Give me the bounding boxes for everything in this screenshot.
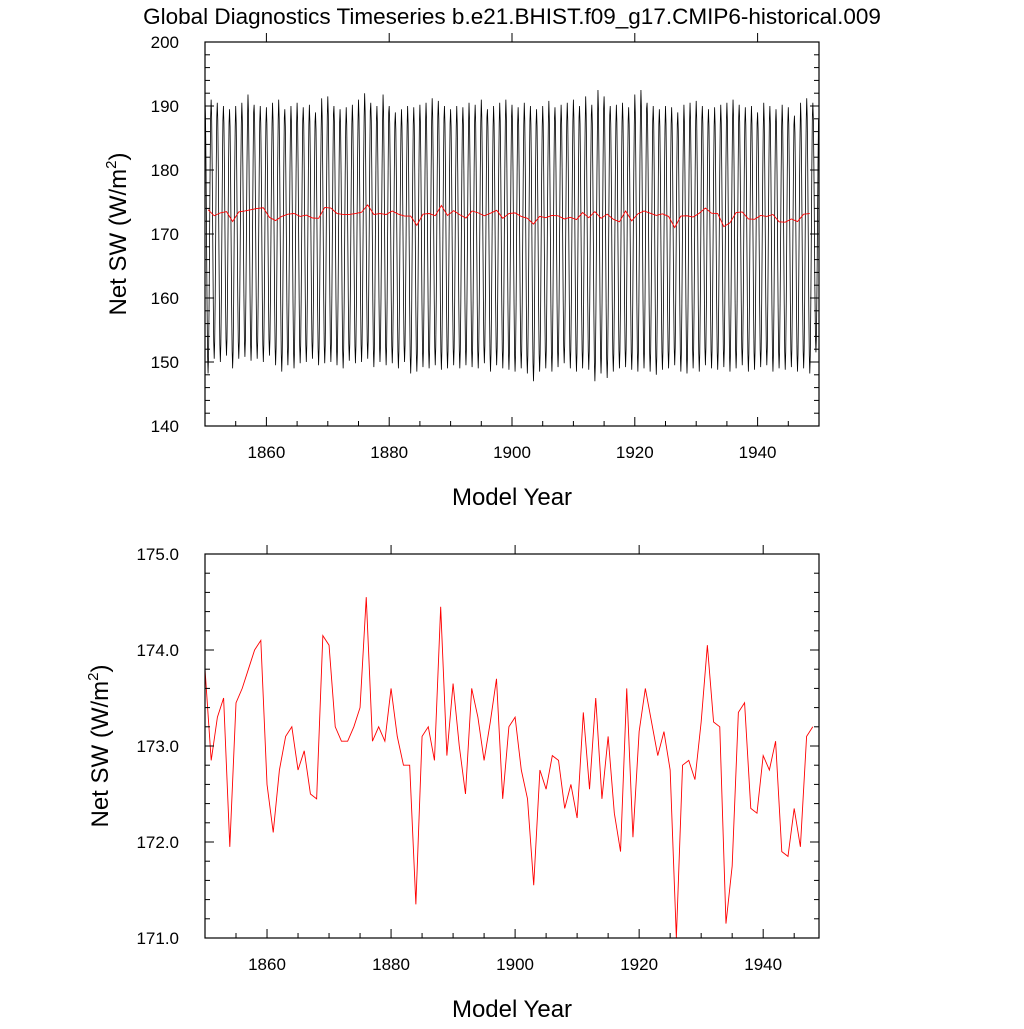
bottom-plot-frame — [204, 553, 820, 939]
top-y-tick-label: 190 — [151, 97, 179, 116]
top-y-tick-label: 140 — [151, 417, 179, 436]
top-panel: 1860 1880 1900 1920 1940 140 150 160 170 180 190 20… — [103, 33, 820, 511]
top-y-axis-label: Net SW (W/m2) — [103, 153, 132, 316]
top-x-tick-label: 1880 — [370, 443, 408, 462]
bottom-y-axis-label-main: Net SW (W/m — [87, 681, 114, 828]
bottom-x-tick-label: 1880 — [372, 955, 410, 974]
bottom-x-tick-label: 1920 — [620, 955, 658, 974]
top-y-axis-label-main: Net SW (W/m — [105, 169, 132, 316]
bottom-axis-ticks: 1860 1880 1900 1920 1940 171.0 172.0 173.0 174.0… — [136, 545, 819, 974]
annual-mean-overlay-line — [207, 204, 810, 229]
top-y-axis-label-tail: ) — [105, 153, 132, 161]
annual-mean-series-line — [204, 597, 814, 939]
top-x-tick-label: 1860 — [247, 443, 285, 462]
bottom-panel: 1860 1880 1900 1920 1940 171.0 172.0 173.0 174.0… — [85, 545, 820, 1023]
bottom-y-tick-label: 171.0 — [136, 929, 179, 948]
figure-title: Global Diagnostics Timeseries b.e21.BHIS… — [143, 4, 881, 29]
top-y-tick-label: 150 — [151, 353, 179, 372]
bottom-y-axis-label: Net SW (W/m2) — [85, 665, 114, 828]
top-x-tick-label: 1920 — [616, 443, 654, 462]
top-y-tick-label: 170 — [151, 225, 179, 244]
bottom-y-tick-label: 174.0 — [136, 641, 179, 660]
top-axis-ticks: 1860 1880 1900 1920 1940 140 150 160 170 180 190 20… — [151, 33, 820, 462]
top-y-axis-label-sup: 2 — [103, 161, 120, 169]
top-x-tick-label: 1900 — [493, 443, 531, 462]
bottom-plot-area — [204, 597, 814, 939]
top-y-tick-label: 160 — [151, 289, 179, 308]
bottom-x-tick-label: 1860 — [248, 955, 286, 974]
bottom-x-tick-label: 1940 — [744, 955, 782, 974]
bottom-x-axis-label: Model Year — [452, 996, 572, 1023]
bottom-y-tick-label: 173.0 — [136, 737, 179, 756]
top-plot-frame — [204, 41, 820, 427]
monthly-series-line — [204, 89, 819, 382]
bottom-x-tick-label: 1900 — [496, 955, 534, 974]
top-plot-area — [204, 89, 819, 382]
bottom-y-axis-label-tail: ) — [87, 665, 114, 673]
top-y-tick-label: 180 — [151, 161, 179, 180]
bottom-y-tick-label: 172.0 — [136, 833, 179, 852]
top-x-axis-label: Model Year — [452, 484, 572, 511]
top-y-tick-label: 200 — [151, 33, 179, 52]
top-x-tick-label: 1940 — [739, 443, 777, 462]
bottom-y-axis-label-sup: 2 — [85, 673, 102, 681]
bottom-y-tick-label: 175.0 — [136, 545, 179, 564]
